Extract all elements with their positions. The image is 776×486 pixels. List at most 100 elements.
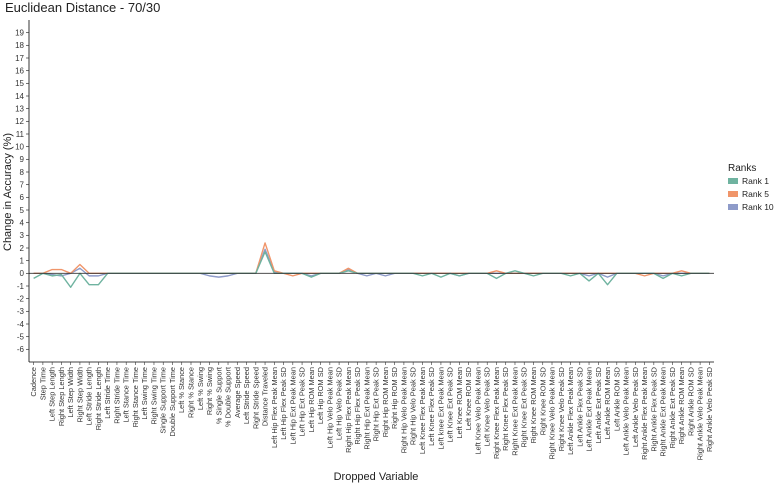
x-tick-label: Left Step Width — [66, 367, 75, 418]
x-tick-label: Right Hip ROM SD — [390, 367, 399, 429]
x-tick-label: Average Speed — [233, 367, 242, 418]
x-tick-label: Right Step Length — [57, 367, 66, 426]
y-tick-label: 5 — [20, 206, 25, 215]
x-tick-label: Right Knee Velo Peak SD — [557, 367, 566, 451]
y-tick-label: 18 — [15, 41, 24, 50]
x-tick-label: Left knee Ext Peak Mean — [436, 367, 445, 450]
x-tick-label: Left Stance Time — [122, 367, 131, 422]
x-tick-label: Left Hip ROM SD — [316, 367, 325, 424]
x-tick-label: Double Support Time — [168, 367, 177, 436]
x-tick-label: Left Step Length — [48, 367, 57, 421]
x-tick-label: Left Hip Ext Peak SD — [298, 367, 307, 436]
x-tick-label: Right Hip Velo Peak SD — [409, 367, 418, 445]
y-tick-label: 4 — [20, 218, 25, 227]
y-tick-label: 8 — [20, 168, 25, 177]
x-tick-label: Right Stride Speed — [251, 367, 260, 429]
x-tick-label: Left Stride Time — [103, 367, 112, 419]
x-tick-label: Left Hip Velo Peak SD — [335, 367, 344, 440]
y-tick-label: 2 — [20, 244, 25, 253]
y-tick-label: 9 — [20, 155, 25, 164]
x-tick-label: Left Ankle ROM SD — [612, 367, 621, 431]
x-tick-label: Left Ankle Velo Peak SD — [631, 367, 640, 447]
x-tick-label: Left Knee Velo Peak SD — [483, 367, 492, 446]
x-tick-label: Left Hip ROM Mean — [307, 367, 316, 432]
y-tick-label: -2 — [17, 294, 25, 303]
x-tick-label: Left Ankle Velo Peak Mean — [622, 367, 631, 455]
x-tick-label: Left Ankle Flex Peak Mean — [566, 367, 575, 455]
y-tick-label: 14 — [15, 92, 24, 101]
x-tick-label: % Double Support — [224, 367, 233, 427]
x-tick-label: Left Knee Flex Peak Mean — [418, 367, 427, 454]
x-tick-label: Right % Stance — [186, 367, 195, 418]
x-tick-label: Right Knee ROM Mean — [529, 367, 538, 443]
y-tick-label: 10 — [15, 142, 24, 151]
x-tick-label: Left Swing Time — [140, 367, 149, 420]
y-tick-label: 11 — [16, 130, 25, 139]
y-tick-label: -6 — [17, 345, 25, 354]
chart-title: Euclidean Distance - 70/30 — [5, 0, 160, 15]
legend-label: Rank 1 — [742, 176, 769, 186]
x-tick-label: Right Hip ROM Mean — [381, 367, 390, 437]
x-axis-label: Dropped Variable — [334, 471, 419, 483]
x-tick-label: Right Knee ROM SD — [538, 367, 547, 435]
legend-label: Rank 5 — [742, 189, 769, 199]
x-tick-label: Right Knee Ext Peak SD — [520, 367, 529, 448]
x-axis: Cadence Step Time Left Step Length Right St… — [29, 361, 714, 460]
x-tick-label: Right Hip Ext Peak SD — [372, 367, 381, 441]
x-tick-label: Right Knee Velo Peak Mean — [548, 367, 557, 459]
x-tick-label: Right Stride Time — [112, 367, 121, 424]
x-tick-label: Right Knee Flex Peak SD — [501, 367, 510, 451]
y-axis: -6-5-4-3-2-10123456789101112131415161718… — [15, 20, 30, 362]
legend-title: Ranks — [728, 163, 756, 174]
y-tick-label: 15 — [15, 79, 24, 88]
x-tick-label: Single Support Time — [159, 367, 168, 434]
x-tick-label: Left Hip Velo Peak Mean — [325, 367, 334, 448]
y-tick-label: 3 — [20, 231, 25, 240]
legend-label: Rank 10 — [742, 202, 774, 212]
x-tick-label: Right Swing Time — [149, 367, 158, 425]
x-tick-label: Step Time — [38, 367, 47, 400]
x-tick-label: Right Hip Ext Peak Mean — [362, 367, 371, 450]
x-tick-label: Right Ankle Velo Peak SD — [705, 367, 714, 452]
x-tick-label: Right Ankle Velo Peak Mean — [696, 367, 705, 460]
x-tick-label: Right Hip Flex Peak Mean — [344, 367, 353, 453]
series-line-rank-1 — [33, 251, 710, 288]
x-tick-label: Left Knee Velo Peak Mean — [473, 367, 482, 455]
x-tick-label: Left Ankle Ext Peak SD — [594, 367, 603, 443]
y-tick-label: 0 — [20, 269, 25, 278]
series-line-rank-5 — [33, 242, 710, 277]
x-tick-label: Cadence — [29, 367, 38, 397]
legend-swatch — [728, 204, 738, 210]
x-tick-label: Left Ankle ROM Mean — [603, 367, 612, 439]
y-tick-label: 7 — [20, 180, 25, 189]
x-tick-label: Right Stride Length — [94, 367, 103, 430]
y-tick-label: 17 — [15, 54, 24, 63]
y-tick-label: -4 — [17, 320, 25, 329]
x-tick-label: Right Hip Flex Peak SD — [353, 367, 362, 445]
x-tick-label: Left Knee ROM Mean — [455, 367, 464, 438]
y-tick-label: -3 — [17, 307, 25, 316]
y-tick-label: 16 — [15, 66, 24, 75]
x-tick-label: Right % Swing — [205, 367, 214, 415]
x-tick-label: Left Knee Ext Peak SD — [446, 367, 455, 443]
legend-swatch — [728, 178, 738, 184]
y-axis-label: Change in Accuracy (%) — [2, 133, 14, 251]
x-tick-label: Right Ankle Ext Peak SD — [668, 367, 677, 448]
legend-swatch — [728, 191, 738, 197]
x-tick-label: Right Knee Flex Peak Mean — [492, 367, 501, 459]
x-tick-label: Right Stance Time — [131, 367, 140, 427]
x-tick-label: Left Hip Flex Peak SD — [279, 367, 288, 440]
x-tick-label: Right Hip Velo Peak Mean — [399, 367, 408, 453]
y-tick-label: 1 — [20, 256, 25, 265]
x-tick-label: Right Ankle ROM SD — [686, 367, 695, 436]
x-tick-label: Left Knee ROM SD — [464, 367, 473, 430]
x-tick-label: Left Knee Flex Peak SD — [427, 367, 436, 446]
x-tick-label: Right Step Width — [75, 367, 84, 422]
x-tick-label: Right Knee Ext Peak Mean — [510, 367, 519, 456]
x-tick-label: Right Ankle Flex Peak Mean — [640, 367, 649, 460]
y-tick-label: 12 — [15, 117, 24, 126]
x-tick-label: Left Stride Speed — [242, 367, 251, 424]
x-tick-label: Left % Swing — [196, 367, 205, 410]
y-tick-label: -5 — [17, 332, 25, 341]
